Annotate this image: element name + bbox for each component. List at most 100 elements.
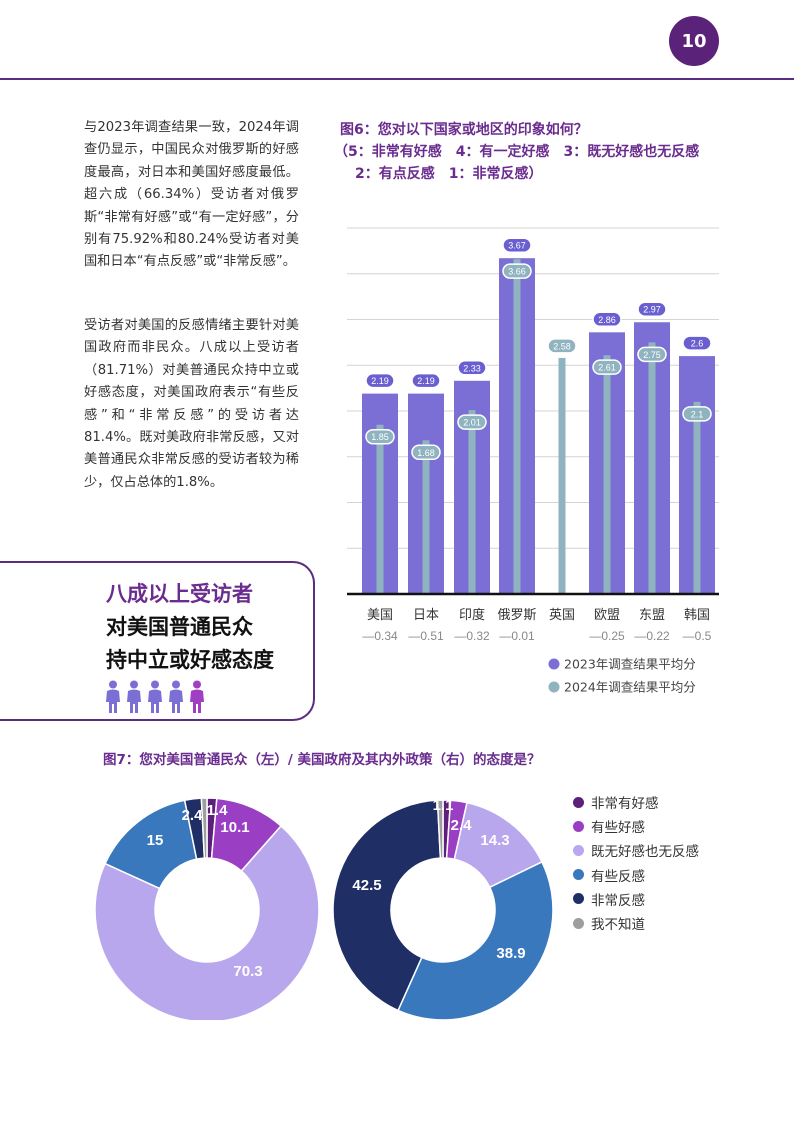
legend-item: 非常有好感 bbox=[573, 790, 699, 814]
legend-marker bbox=[573, 893, 584, 905]
data-label-badge-2024 bbox=[502, 263, 532, 279]
data-label-badge-2024 bbox=[547, 338, 577, 354]
legend-label: 既无好感也无反感 bbox=[591, 844, 699, 861]
donut-value-label: 10.1 bbox=[220, 819, 249, 836]
data-label-2023: 2.97 bbox=[643, 305, 661, 315]
data-label-badge-2024 bbox=[365, 428, 395, 445]
data-label-2023: 2.19 bbox=[417, 376, 435, 386]
person-head bbox=[193, 680, 201, 689]
change-label: —0.34 bbox=[362, 629, 398, 643]
data-label-2024: 2.01 bbox=[463, 418, 481, 428]
person-body bbox=[148, 689, 162, 713]
legend-label: 2023年调查结果平均分 bbox=[564, 657, 696, 672]
legend-item: 既无好感也无反感 bbox=[573, 838, 699, 862]
header-divider bbox=[0, 78, 794, 80]
donut-slice bbox=[332, 799, 442, 1012]
legend-label: 我不知道 bbox=[591, 917, 645, 934]
person-head bbox=[130, 680, 138, 689]
change-label: —0.25 bbox=[589, 629, 625, 643]
data-label-badge-2023 bbox=[411, 372, 441, 389]
data-label-2024: 2.1 bbox=[691, 409, 704, 419]
fig6-scale-line-2: 2：有点反感 1：非常反感） bbox=[355, 166, 543, 182]
fig7-donut-charts: 1.410.1 70.3 15 2.4 1.1 2.4 14.3 38.9 42.5 bbox=[94, 797, 554, 1020]
legend-label: 非常反感 bbox=[591, 892, 645, 909]
legend-item: 有些好感 bbox=[573, 814, 699, 838]
x-tick-label: 东盟 bbox=[639, 608, 665, 623]
person-head bbox=[109, 680, 117, 689]
callout-line-3: 持中立或好感态度 bbox=[106, 648, 274, 672]
callout-box bbox=[0, 561, 315, 721]
body-paragraph-2: 受访者对美国的反感情绪主要针对美国政府而非民众。八成以上受访者（81.71%）对… bbox=[84, 318, 299, 490]
legend-label: 有些反感 bbox=[591, 868, 645, 885]
data-label-badge-2023 bbox=[682, 335, 712, 351]
data-label-2024: 1.85 bbox=[371, 432, 389, 442]
change-label: —0.22 bbox=[634, 629, 670, 643]
x-tick-label: 日本 bbox=[413, 608, 439, 623]
x-tick-label: 韩国 bbox=[684, 608, 710, 623]
bar-2024 bbox=[558, 357, 566, 594]
data-label-2023: 2.86 bbox=[598, 315, 616, 325]
data-label-badge-2024 bbox=[457, 414, 487, 430]
person-body bbox=[127, 689, 141, 713]
legend-label: 有些好感 bbox=[591, 820, 645, 837]
person-icon bbox=[106, 680, 120, 713]
legend-marker bbox=[573, 796, 584, 808]
page-number: 10 bbox=[669, 16, 719, 66]
bar-2024 bbox=[422, 440, 430, 594]
bar-2024 bbox=[693, 401, 701, 594]
legend-marker bbox=[548, 681, 560, 693]
data-label-badge-2023 bbox=[592, 311, 622, 328]
data-label-2023: 3.67 bbox=[508, 241, 526, 251]
data-label-2023: 2.19 bbox=[371, 376, 389, 386]
donut-right: 1.1 2.4 14.3 38.9 42.5 bbox=[332, 797, 554, 1020]
donut-slice bbox=[94, 824, 320, 1020]
callout-line-2: 对美国普通民众 bbox=[106, 615, 253, 639]
x-tick-label: 欧盟 bbox=[594, 608, 620, 623]
data-label-2024: 2.75 bbox=[643, 350, 661, 360]
person-icon bbox=[169, 680, 183, 713]
person-body bbox=[190, 689, 204, 713]
data-label-badge-2023 bbox=[365, 372, 395, 389]
people-icons bbox=[106, 680, 204, 713]
data-label-badge-2023 bbox=[637, 301, 667, 317]
donut-value-label: 42.5 bbox=[352, 877, 381, 894]
x-tick-label: 印度 bbox=[459, 607, 485, 623]
legend-marker bbox=[573, 869, 584, 881]
legend-label: 非常有好感 bbox=[591, 796, 659, 813]
donut-slice bbox=[397, 860, 554, 1020]
legend-marker bbox=[573, 844, 584, 856]
data-label-badge-2023 bbox=[457, 360, 487, 376]
person-icon bbox=[190, 680, 204, 713]
fig6-bar-chart: 2.19 1.85 美国 —0.34 2.19 1.68 日本 —0.51 2.33 2.01 印度… bbox=[347, 227, 719, 695]
data-label-badge-2024 bbox=[637, 346, 667, 363]
data-label-badge-2024 bbox=[682, 406, 712, 422]
body-paragraph-1: 与2023年调查结果一致，2024年调查仍显示，中国民众对俄罗斯的好感度最高，对… bbox=[84, 120, 299, 270]
data-label-badge-2024 bbox=[411, 444, 441, 461]
donut-value-label: 1.4 bbox=[207, 802, 229, 819]
donut-value-label: 15 bbox=[147, 832, 164, 849]
bar-2024 bbox=[468, 410, 476, 594]
person-icon bbox=[148, 680, 162, 713]
donut-value-label: 1.1 bbox=[433, 797, 454, 814]
callout-line-1: 八成以上受访者 bbox=[106, 582, 253, 606]
data-label-2024: 3.66 bbox=[508, 267, 526, 277]
change-label: —0.01 bbox=[499, 629, 535, 643]
legend-marker bbox=[548, 658, 560, 670]
person-icon bbox=[127, 680, 141, 713]
fig7-legend: 非常有好感有些好感既无好感也无反感 有些反感非常反感我不知道 bbox=[573, 790, 699, 935]
legend-label: 2024年调查结果平均分 bbox=[564, 680, 696, 695]
change-label: —0.5 bbox=[683, 629, 712, 643]
data-label-2023: 2.6 bbox=[691, 339, 704, 349]
data-label-badge-2024 bbox=[592, 359, 622, 375]
fig7-title: 图7：您对美国普通民众（左）/ 美国政府及其内外政策（右）的态度是？ bbox=[103, 752, 541, 768]
legend-item: 非常反感 bbox=[573, 887, 699, 911]
x-tick-label: 英国 bbox=[549, 608, 575, 623]
bar-2024 bbox=[376, 424, 384, 594]
bar-2024 bbox=[648, 342, 656, 594]
donut-value-label: 2.4 bbox=[451, 817, 473, 834]
bar-2024 bbox=[603, 355, 611, 594]
legend-marker bbox=[573, 917, 584, 929]
person-body bbox=[169, 689, 183, 713]
donut-value-label: 38.9 bbox=[496, 945, 525, 962]
donut-slice bbox=[436, 799, 444, 859]
